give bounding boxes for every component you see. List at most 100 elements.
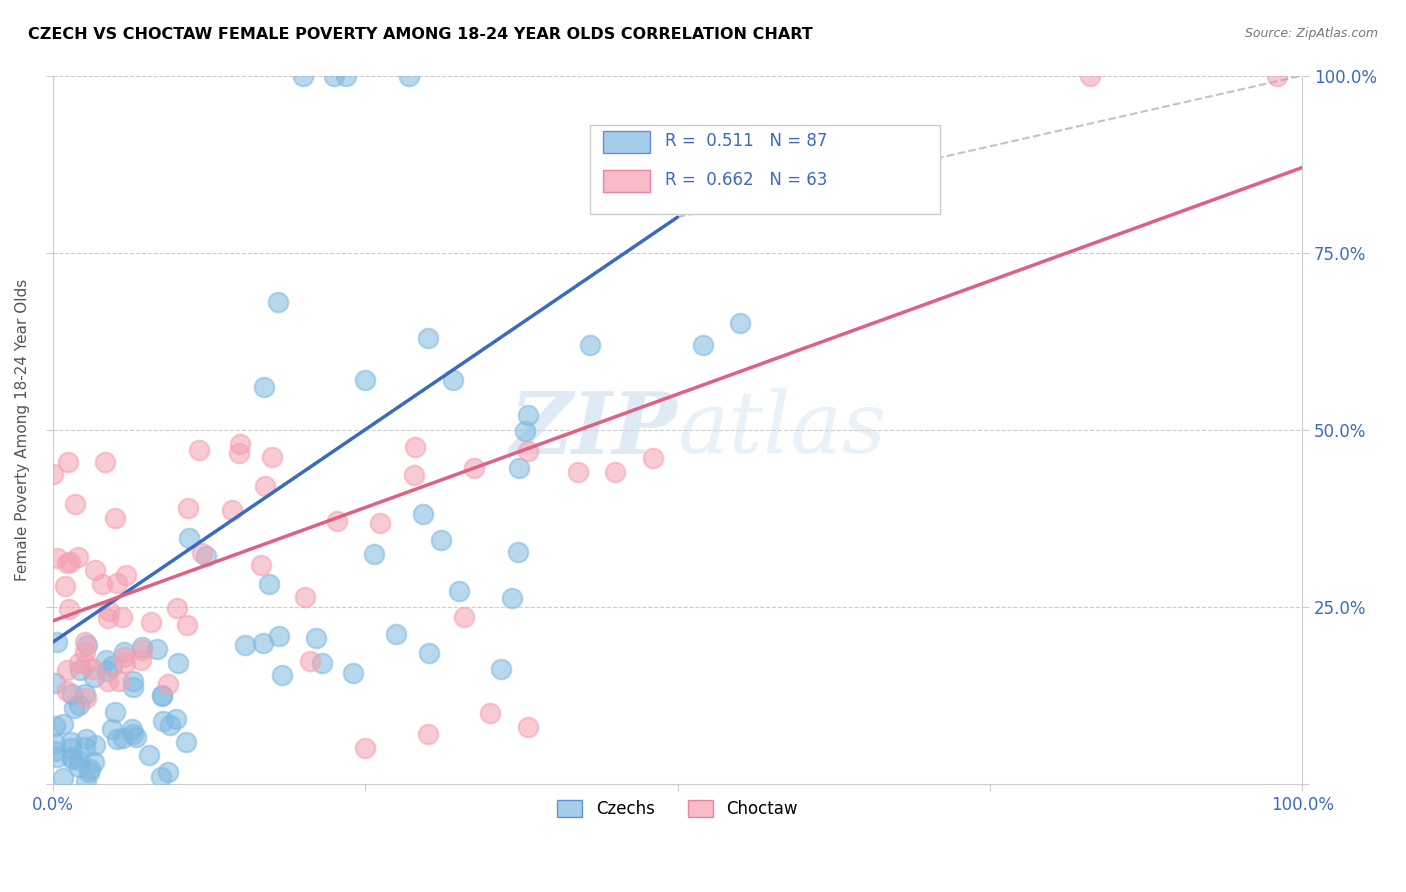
Point bbox=[641, 450, 664, 465]
Point bbox=[53, 579, 76, 593]
Point bbox=[516, 409, 538, 423]
Point bbox=[105, 732, 128, 747]
Point bbox=[46, 550, 69, 565]
Point bbox=[418, 646, 440, 660]
Point bbox=[166, 656, 188, 670]
Point bbox=[44, 735, 66, 749]
Point bbox=[249, 558, 271, 572]
Point bbox=[368, 516, 391, 530]
Point bbox=[83, 738, 105, 752]
Point bbox=[305, 631, 328, 645]
Point bbox=[159, 718, 181, 732]
Point bbox=[59, 555, 82, 569]
Point bbox=[69, 663, 91, 677]
Point bbox=[1265, 69, 1288, 83]
Point bbox=[112, 649, 135, 664]
Point bbox=[501, 591, 523, 605]
Point bbox=[354, 373, 377, 387]
Point bbox=[65, 496, 87, 510]
Point bbox=[52, 771, 75, 785]
Point bbox=[176, 617, 198, 632]
Point bbox=[112, 645, 135, 659]
Legend: Czechs, Choctaw: Czechs, Choctaw bbox=[551, 794, 804, 825]
Point bbox=[311, 656, 333, 670]
Point bbox=[76, 638, 98, 652]
Point bbox=[150, 688, 173, 702]
Point bbox=[104, 705, 127, 719]
Point bbox=[60, 735, 83, 749]
Point bbox=[267, 629, 290, 643]
Point bbox=[97, 610, 120, 624]
Point bbox=[55, 556, 77, 570]
Point bbox=[294, 590, 316, 604]
Point bbox=[152, 714, 174, 728]
FancyBboxPatch shape bbox=[591, 125, 939, 213]
Point bbox=[66, 550, 89, 565]
Point bbox=[506, 545, 529, 559]
Point bbox=[404, 440, 426, 454]
Point bbox=[354, 741, 377, 756]
Point bbox=[194, 549, 217, 564]
Point bbox=[73, 740, 96, 755]
Point bbox=[63, 701, 86, 715]
Point bbox=[56, 664, 79, 678]
Point bbox=[138, 747, 160, 762]
Point bbox=[270, 668, 292, 682]
Point bbox=[516, 443, 538, 458]
Point bbox=[453, 610, 475, 624]
Point bbox=[412, 508, 434, 522]
Point bbox=[104, 511, 127, 525]
Point bbox=[233, 638, 256, 652]
Point bbox=[90, 577, 112, 591]
Point bbox=[67, 753, 90, 767]
Point bbox=[579, 337, 602, 351]
Text: R =  0.662   N = 63: R = 0.662 N = 63 bbox=[665, 171, 827, 189]
Point bbox=[121, 723, 143, 737]
Point bbox=[385, 627, 408, 641]
Point bbox=[146, 642, 169, 657]
Point bbox=[105, 575, 128, 590]
Point bbox=[77, 764, 100, 779]
Point bbox=[56, 683, 79, 698]
Point bbox=[98, 604, 121, 618]
Point bbox=[60, 752, 83, 766]
Point bbox=[94, 455, 117, 469]
Point bbox=[115, 567, 138, 582]
Point bbox=[67, 760, 90, 774]
Point bbox=[67, 657, 90, 671]
Point bbox=[75, 657, 97, 671]
Point bbox=[441, 373, 464, 387]
Point bbox=[67, 698, 90, 712]
Point bbox=[131, 653, 153, 667]
Point bbox=[149, 770, 172, 784]
Point bbox=[177, 501, 200, 516]
Point bbox=[508, 460, 530, 475]
Point bbox=[447, 583, 470, 598]
Point bbox=[83, 670, 105, 684]
Point bbox=[402, 467, 425, 482]
Point bbox=[513, 424, 536, 438]
Point bbox=[326, 514, 349, 528]
Point bbox=[229, 437, 252, 451]
Text: atlas: atlas bbox=[678, 388, 887, 471]
Point bbox=[58, 602, 80, 616]
Point bbox=[44, 676, 66, 690]
Point bbox=[479, 706, 502, 720]
Point bbox=[141, 615, 163, 629]
Point bbox=[692, 337, 714, 351]
Point bbox=[416, 727, 439, 741]
Point bbox=[262, 450, 284, 464]
Point bbox=[323, 69, 346, 83]
Point bbox=[363, 547, 385, 561]
Point bbox=[131, 643, 153, 657]
Point bbox=[44, 744, 66, 758]
Text: R =  0.511   N = 87: R = 0.511 N = 87 bbox=[665, 132, 827, 151]
Point bbox=[84, 563, 107, 577]
Point bbox=[75, 732, 97, 747]
Point bbox=[398, 69, 420, 83]
FancyBboxPatch shape bbox=[603, 131, 650, 153]
Point bbox=[291, 69, 314, 83]
Point bbox=[121, 681, 143, 695]
Point bbox=[82, 662, 104, 676]
Point bbox=[191, 546, 214, 560]
